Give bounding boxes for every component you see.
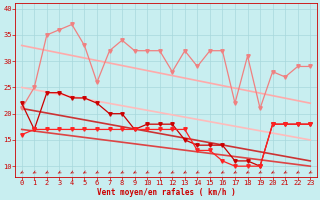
X-axis label: Vent moyen/en rafales ( km/h ): Vent moyen/en rafales ( km/h ) <box>97 188 236 197</box>
